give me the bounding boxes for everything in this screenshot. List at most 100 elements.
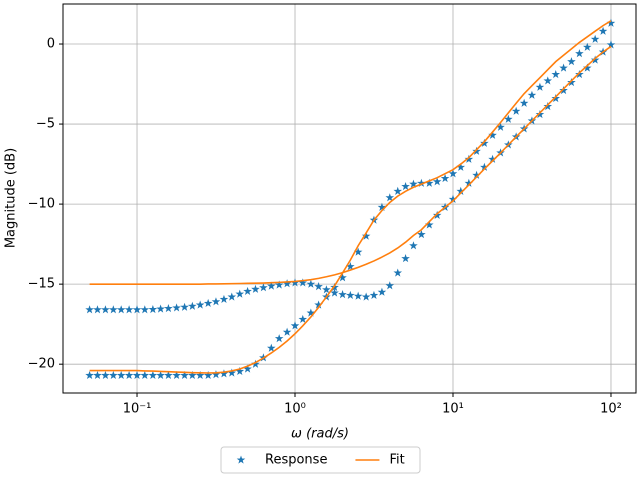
response-marker: [298, 278, 308, 287]
response-marker: [472, 170, 481, 179]
response-marker: [432, 177, 442, 186]
response-marker: [306, 279, 316, 288]
response-marker: [219, 294, 229, 303]
response-marker: [551, 69, 561, 79]
response-marker: [377, 287, 387, 296]
response-marker: [567, 57, 576, 66]
response-marker: [504, 114, 513, 123]
response-marker: [267, 343, 276, 352]
legend-marker: [236, 455, 246, 464]
response-marker: [211, 370, 221, 379]
response-marker: [385, 193, 395, 202]
response-marker: [101, 305, 110, 314]
response-marker: [535, 109, 545, 119]
y-tick-label: −5: [36, 117, 55, 132]
response-marker: [109, 370, 118, 380]
response-marker: [353, 247, 363, 256]
response-marker: [116, 305, 126, 314]
y-tick-label: −10: [28, 197, 55, 212]
response-marker: [511, 106, 521, 115]
response-marker: [235, 366, 245, 376]
response-marker: [543, 101, 553, 111]
response-marker: [109, 305, 118, 314]
response-marker: [227, 292, 237, 301]
response-marker: [172, 370, 181, 380]
legend: Response Fit: [220, 446, 421, 474]
response-marker: [551, 93, 561, 103]
response-marker: [488, 154, 497, 163]
response-marker: [203, 298, 213, 307]
response-marker: [101, 370, 110, 380]
response-marker: [401, 254, 410, 263]
response-marker: [583, 63, 592, 72]
response-marker: [93, 370, 102, 380]
response-marker: [322, 285, 331, 294]
response-marker: [203, 370, 213, 380]
response-marker: [195, 370, 205, 380]
y-tick-label: −20: [28, 357, 55, 372]
response-marker: [274, 280, 284, 289]
response-marker: [140, 370, 150, 380]
response-marker: [188, 301, 197, 310]
response-marker: [282, 279, 292, 288]
response-marker: [488, 130, 497, 139]
response-marker: [480, 138, 489, 147]
response-marker: [598, 26, 608, 35]
y-tick-label: −15: [28, 277, 55, 292]
response-marker: [417, 178, 426, 187]
response-marker: [172, 303, 181, 312]
response-marker: [559, 85, 568, 95]
response-marker: [251, 359, 260, 368]
response-marker: [124, 370, 134, 380]
response-marker: [235, 289, 245, 298]
axes-frame: [62, 3, 637, 394]
response-marker: [519, 98, 529, 107]
response-marker: [361, 292, 371, 301]
response-marker: [496, 122, 505, 131]
response-marker: [180, 302, 189, 311]
response-marker: [227, 368, 237, 377]
response-marker: [456, 162, 466, 171]
response-marker: [353, 291, 363, 300]
response-marker: [132, 370, 142, 380]
response-marker: [425, 178, 434, 187]
response-marker: [132, 305, 142, 314]
response-marker: [156, 370, 165, 380]
response-marker: [377, 202, 387, 211]
response-marker: [267, 281, 276, 290]
legend-label: Response: [265, 453, 327, 468]
response-marker: [274, 334, 284, 343]
response-marker: [535, 82, 545, 91]
response-marker: [527, 90, 537, 99]
response-marker: [259, 283, 268, 292]
response-marker: [590, 34, 600, 43]
response-marker: [361, 231, 371, 240]
response-marker: [346, 262, 355, 271]
response-marker: [306, 308, 316, 317]
response-marker: [346, 290, 355, 299]
response-marker: [314, 282, 323, 291]
response-marker: [211, 297, 221, 306]
x-tick-label: 10¹: [442, 402, 464, 417]
response-marker: [432, 210, 442, 219]
response-marker: [472, 146, 481, 155]
response-marker: [590, 55, 600, 64]
response-marker: [188, 370, 197, 380]
response-marker: [409, 241, 418, 250]
response-marker: [425, 220, 434, 229]
response-marker: [480, 162, 489, 171]
response-marker: [93, 305, 102, 314]
y-tick-label: 0: [47, 37, 55, 52]
response-marker: [575, 49, 584, 58]
response-marker: [559, 63, 568, 72]
response-marker: [338, 290, 347, 299]
response-marker: [464, 154, 474, 163]
response-marker: [448, 169, 458, 178]
legend-frame: [220, 446, 421, 474]
response-marker: [330, 288, 339, 297]
grid: [63, 4, 636, 393]
response-marker: [251, 284, 260, 293]
x-tick-label: 10⁻¹: [123, 402, 152, 417]
response-marker: [180, 370, 189, 380]
